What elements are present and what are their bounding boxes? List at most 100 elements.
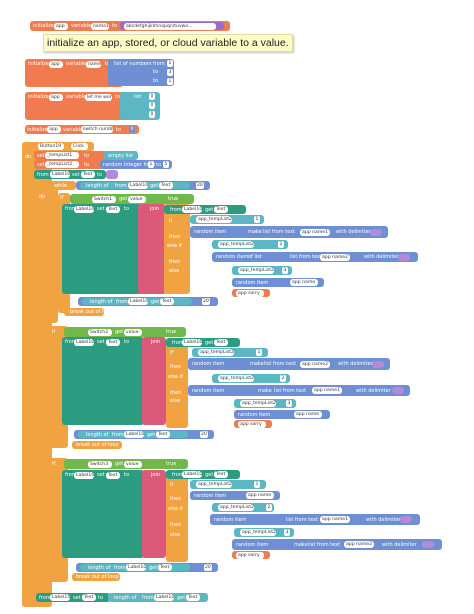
inner-if-2[interactable]: if then else if then else	[166, 338, 188, 428]
is-in-list-2[interactable]: app_tempList2 2	[212, 240, 288, 249]
component-dropdown[interactable]: Label10	[74, 205, 94, 213]
join-block-2[interactable]: join	[142, 337, 166, 425]
limit-number[interactable]: 20	[204, 564, 212, 571]
inner-if-1[interactable]: if then else if then else	[164, 204, 190, 294]
var-dropdown[interactable]: _tempList1	[45, 152, 79, 159]
var-getter[interactable]: app name2	[300, 360, 330, 368]
text-value[interactable]: abcdefghijklmnopqrstuvwx...	[124, 22, 216, 30]
and-block-3[interactable]: Switch3 get value true	[64, 459, 188, 469]
number-value[interactable]: 3	[284, 529, 290, 536]
var-getter[interactable]: app_tempList2	[240, 529, 276, 536]
from-number[interactable]: 1	[148, 161, 154, 168]
to-number[interactable]: 3	[167, 68, 173, 76]
property-dropdown[interactable]: Text	[156, 431, 170, 438]
property-dropdown[interactable]: Text	[106, 471, 120, 479]
var-getter[interactable]: app name1	[300, 228, 330, 236]
component-dropdown[interactable]: Label10	[128, 298, 148, 305]
component-dropdown[interactable]: Button19	[38, 143, 64, 150]
init-global-name1[interactable]: initialize app variable name1 to abcdefg…	[30, 21, 230, 31]
list-of-numbers-block[interactable]: list of numbers from 1 to 3 to 1	[108, 59, 174, 86]
make-list-from-text-1[interactable]: random item make list from text app name…	[190, 226, 388, 238]
var-getter[interactable]: app name1	[320, 516, 350, 523]
var-getter[interactable]: app_tempList2	[238, 267, 274, 274]
make-list-from-text-4[interactable]: random item make list from text app name…	[188, 385, 410, 396]
is-in-list-8[interactable]: app_tempList2 2	[212, 503, 274, 512]
set-label10-join-2[interactable]: from Label10 set Text to	[62, 337, 144, 425]
variable-name-field[interactable]: switch number	[81, 126, 113, 133]
to-number[interactable]: 5	[163, 161, 169, 168]
join-block-3[interactable]: join	[142, 470, 166, 558]
var-dropdown[interactable]: _tempList2	[45, 161, 79, 168]
property-dropdown[interactable]: Text	[159, 182, 173, 189]
random-item-6[interactable]: random item app name	[234, 410, 330, 419]
set-label10-join-3[interactable]: from Label10 set Text to	[62, 470, 144, 558]
number-value[interactable]: 3	[282, 267, 288, 274]
property-dropdown[interactable]: value	[128, 195, 146, 203]
property-dropdown[interactable]: Text	[81, 171, 95, 178]
component-dropdown[interactable]: Label10	[182, 339, 202, 346]
inner-if-3[interactable]: if then else if then else	[166, 470, 188, 562]
make-list-from-text-6[interactable]: random item make list from text app name…	[232, 539, 442, 550]
length-of-label10[interactable]: length of from Label10 get Text	[108, 593, 208, 602]
is-in-list-1[interactable]: app_tempList2 1	[190, 215, 264, 224]
random-item-7[interactable]: random item app name	[190, 491, 280, 500]
var-getter[interactable]: app_tempList2	[240, 400, 276, 407]
variable-name-field[interactable]: name1	[91, 22, 109, 30]
and-block-2[interactable]: Switch2 get value true	[64, 327, 186, 337]
scope-dropdown[interactable]: app	[49, 60, 63, 68]
label10-text-getter-3[interactable]: from Label10 get Text	[166, 470, 240, 479]
length-of-block-2[interactable]: length of from Label10 get Text	[82, 298, 192, 305]
component-dropdown[interactable]: Label10	[50, 171, 70, 178]
list-item[interactable]: 0	[149, 111, 155, 118]
property-dropdown[interactable]: Text	[158, 564, 172, 571]
number-value[interactable]: 1	[254, 481, 260, 488]
var-getter[interactable]: app sorry	[236, 551, 264, 559]
from-number[interactable]: 1	[167, 60, 173, 67]
component-dropdown[interactable]: Label10	[182, 206, 202, 213]
scope-dropdown[interactable]: app	[54, 22, 68, 30]
init-global-name[interactable]: initialize app variable name to	[25, 59, 123, 87]
length-of-block-3[interactable]: length of from Label10 get Text	[78, 431, 188, 438]
variable-name-field[interactable]: name	[86, 60, 101, 68]
number-value[interactable]: 0	[129, 126, 135, 133]
delimiter-text[interactable]	[372, 360, 384, 368]
property-dropdown[interactable]: Text	[160, 298, 174, 305]
get-sorry-3[interactable]: app sorry	[232, 551, 270, 559]
repeat-while-1[interactable]: repeat do	[36, 181, 58, 323]
text-block[interactable]: abcdefghijklmnopqrstuvwx...	[120, 22, 224, 30]
set-label15-text[interactable]: from Label15 set Text to	[36, 593, 110, 602]
var-getter[interactable]: app name1	[312, 387, 342, 394]
property-dropdown[interactable]: Text	[214, 206, 228, 213]
delimiter-text[interactable]	[422, 541, 434, 548]
var-getter[interactable]: app_tempList2	[198, 349, 234, 356]
scope-dropdown[interactable]: app	[49, 93, 63, 101]
event-dropdown[interactable]: Click	[71, 143, 88, 150]
property-dropdown[interactable]: value	[124, 460, 142, 468]
var-getter[interactable]: app name	[246, 492, 274, 499]
while-header[interactable]: while	[36, 181, 76, 190]
event-header[interactable]: Button19 . Click	[22, 142, 94, 151]
number-value[interactable]: 2	[266, 504, 272, 511]
limit-number[interactable]: 20	[196, 182, 204, 189]
delimiter-text[interactable]	[398, 253, 410, 261]
and-block-1[interactable]: Switch1 get value true	[70, 194, 194, 204]
var-getter[interactable]: app_tempList2	[218, 241, 254, 248]
number-value[interactable]: 2	[280, 375, 286, 382]
number-value[interactable]: 1	[254, 216, 260, 223]
component-dropdown[interactable]: Label15	[50, 594, 70, 601]
init-global-switch-number[interactable]: initialize app variable switch number to…	[25, 125, 139, 134]
delimiter-text[interactable]	[392, 387, 404, 394]
is-in-list-4[interactable]: app_tempList2 1	[192, 348, 268, 357]
make-list-from-text-3[interactable]: random item make list from text app name…	[188, 358, 390, 370]
limit-number[interactable]: 20	[200, 431, 208, 438]
component-dropdown[interactable]: Label10	[126, 564, 146, 571]
component-dropdown[interactable]: Label10	[182, 471, 202, 478]
limit-number[interactable]: 20	[202, 298, 210, 305]
property-dropdown[interactable]: Text	[82, 594, 96, 601]
random-item-3[interactable]: random item app name	[232, 278, 324, 287]
empty-text-block[interactable]	[106, 170, 118, 179]
length-of-block-4[interactable]: length of from Label10 get Text	[80, 564, 190, 571]
var-getter[interactable]: app sorry	[238, 420, 266, 428]
get-sorry-2[interactable]: app sorry	[234, 420, 272, 428]
var-getter[interactable]: app_tempList2	[196, 216, 232, 223]
